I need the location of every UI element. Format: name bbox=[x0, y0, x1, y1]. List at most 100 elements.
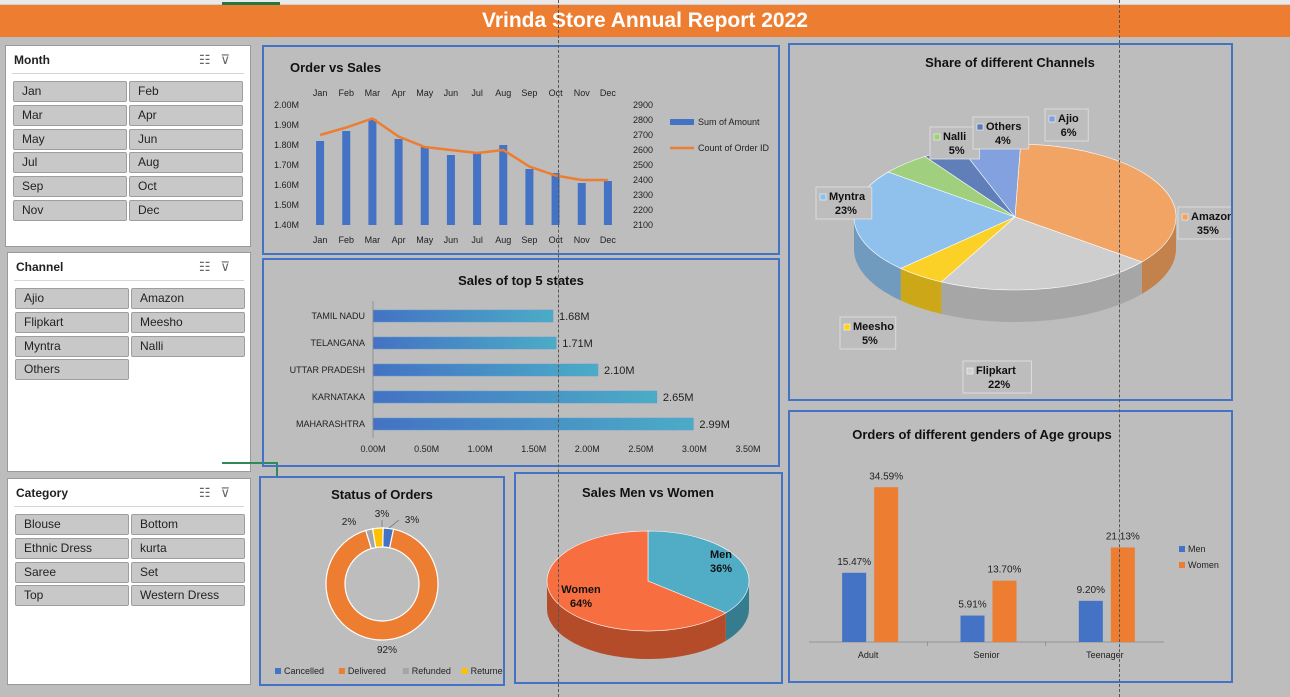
sales-bar bbox=[420, 147, 429, 225]
status-chart: Status of Orders 3% 92% 2% 3% Cancelled Delive… bbox=[275, 487, 508, 676]
slicer-item-meesho[interactable]: Meesho bbox=[131, 311, 245, 333]
slicer-item-saree[interactable]: Saree bbox=[15, 561, 129, 583]
legend-label-delivered: Delivered bbox=[348, 666, 386, 676]
slicer-item-jul[interactable]: Jul bbox=[13, 152, 127, 174]
pie-slice-amazon bbox=[1014, 143, 1177, 263]
x-top-tick-label: Dec bbox=[600, 88, 617, 98]
sales-bar bbox=[473, 153, 482, 225]
legend-label-women: Women bbox=[1188, 560, 1219, 570]
men-name-label: Men bbox=[710, 549, 732, 561]
y-right-tick-label: 2500 bbox=[633, 160, 653, 170]
y-right-tick-label: 2800 bbox=[633, 115, 653, 125]
pie-side-men bbox=[725, 581, 749, 641]
gender-panel: Sales Men vs Women Men 36% Women 64% bbox=[514, 472, 783, 684]
data-label-box bbox=[962, 360, 1032, 394]
women-bar bbox=[992, 580, 1017, 642]
slicer-item-jan[interactable]: Jan bbox=[13, 81, 127, 102]
state-value-label: 2.10M bbox=[604, 365, 635, 377]
channel-slicer: Channel ☷⊽ Ajio Amazon Flipkart Meesho Myntra N… bbox=[7, 252, 251, 472]
channel-name-label: Meesho bbox=[853, 321, 894, 333]
donut-slice-returned bbox=[371, 527, 384, 549]
sales-bar bbox=[499, 145, 508, 225]
slicer-item-bottom[interactable]: Bottom bbox=[131, 514, 245, 535]
y-right-tick-label: 2200 bbox=[633, 205, 653, 215]
legend-swatch-sum bbox=[670, 119, 694, 125]
multi-select-icon[interactable]: ☷ bbox=[198, 485, 221, 500]
data-label-swatch bbox=[843, 323, 851, 331]
x-tick-label: 3.00M bbox=[682, 444, 707, 454]
clear-filter-icon[interactable]: ⊽ bbox=[220, 52, 240, 67]
state-bar bbox=[372, 390, 658, 404]
slicer-divider bbox=[12, 73, 244, 74]
slicer-item-set[interactable]: Set bbox=[131, 561, 245, 583]
slicer-item-may[interactable]: May bbox=[13, 128, 127, 150]
legend-label-sum: Sum of Amount bbox=[698, 117, 760, 127]
selection-connector bbox=[222, 462, 278, 478]
men-value-label: 5.91% bbox=[958, 600, 986, 611]
women-bar bbox=[874, 487, 899, 642]
men-value-label: 15.47% bbox=[837, 557, 871, 568]
donut-pct-label: 92% bbox=[377, 645, 397, 656]
channels-chart: Share of different Channels Ajio 6% Amazon 3… bbox=[815, 55, 1235, 394]
clear-filter-icon[interactable]: ⊽ bbox=[220, 259, 240, 274]
data-label-box bbox=[815, 186, 873, 220]
slicer-item-flipkart[interactable]: Flipkart bbox=[15, 311, 129, 333]
data-label-swatch bbox=[933, 133, 941, 141]
slicer-item-others[interactable]: Others bbox=[15, 359, 129, 381]
slicer-item-mar[interactable]: Mar bbox=[13, 104, 127, 126]
slicer-item-kurta[interactable]: kurta bbox=[131, 537, 245, 559]
slicer-item-ajio[interactable]: Ajio bbox=[15, 288, 129, 309]
slicer-toolbar: ☷⊽ bbox=[199, 52, 240, 68]
slicer-item-top[interactable]: Top bbox=[15, 585, 129, 607]
top-states-chart: Sales of top 5 states TAMIL NADU 1.68M TELA… bbox=[290, 273, 761, 454]
slicer-item-sep[interactable]: Sep bbox=[13, 176, 127, 198]
slicer-item-blouse[interactable]: Blouse bbox=[15, 514, 129, 535]
x-tick-label: Senior bbox=[973, 650, 999, 660]
y-right-tick-label: 2700 bbox=[633, 130, 653, 140]
channel-name-label: Amazon bbox=[1191, 211, 1231, 223]
slicer-item-nalli[interactable]: Nalli bbox=[131, 335, 245, 357]
slicer-item-amazon[interactable]: Amazon bbox=[131, 288, 245, 309]
clear-filter-icon[interactable]: ⊽ bbox=[220, 485, 240, 500]
state-label: KARNATAKA bbox=[312, 392, 365, 402]
x-tick-label: 2.00M bbox=[575, 444, 600, 454]
sheet-grid-strip bbox=[0, 0, 1290, 5]
chart-title: Order vs Sales bbox=[290, 60, 381, 75]
y-right-tick-label: 2600 bbox=[633, 145, 653, 155]
data-label-swatch bbox=[1048, 115, 1056, 123]
slicer-item-aug[interactable]: Aug bbox=[129, 152, 243, 174]
sales-bar bbox=[368, 119, 377, 225]
multi-select-icon[interactable]: ☷ bbox=[198, 259, 221, 274]
x-top-tick-label: Aug bbox=[495, 88, 511, 98]
slicer-item-myntra[interactable]: Myntra bbox=[15, 335, 129, 357]
report-title: Vrinda Store Annual Report 2022 bbox=[0, 5, 1290, 37]
channel-pct-label: 6% bbox=[1061, 127, 1077, 139]
channels-panel: Share of different Channels Ajio 6% Amazon 3… bbox=[788, 43, 1235, 401]
status-panel: Status of Orders 3% 92% 2% 3% Cancelled Delive… bbox=[259, 476, 508, 686]
slicer-item-dec[interactable]: Dec bbox=[129, 200, 243, 221]
slicer-item-nov[interactable]: Nov bbox=[13, 200, 127, 221]
sales-bar bbox=[603, 181, 612, 225]
month-slicer-header: Month bbox=[14, 53, 50, 67]
pie-slice-women bbox=[546, 530, 727, 632]
chart-title: Orders of different genders of Age group… bbox=[852, 427, 1112, 442]
slicer-toolbar: ☷⊽ bbox=[199, 485, 240, 501]
slicer-item-apr[interactable]: Apr bbox=[129, 104, 243, 126]
slicer-divider bbox=[14, 506, 244, 507]
women-value-label: 13.70% bbox=[988, 565, 1022, 576]
slicer-item-ethnic-dress[interactable]: Ethnic Dress bbox=[15, 537, 129, 559]
men-bar bbox=[1078, 600, 1103, 642]
slicer-item-western-dress[interactable]: Western Dress bbox=[131, 585, 245, 607]
y-right-tick-label: 2100 bbox=[633, 220, 653, 230]
pie-slice-myntra bbox=[853, 171, 1016, 269]
gender-chart: Sales Men vs Women Men 36% Women 64% bbox=[546, 485, 750, 659]
order-vs-sales-chart: Order vs Sales 2.00M 1.90M 1.80M 1.70M 1.60M 1… bbox=[274, 60, 770, 245]
slicer-item-feb[interactable]: Feb bbox=[129, 81, 243, 102]
chart-title: Sales Men vs Women bbox=[582, 485, 714, 500]
channel-name-label: Others bbox=[986, 121, 1021, 133]
slicer-item-jun[interactable]: Jun bbox=[129, 128, 243, 150]
y-left-tick-label: 1.90M bbox=[274, 120, 299, 130]
state-label: TELANGANA bbox=[310, 338, 365, 348]
slicer-item-oct[interactable]: Oct bbox=[129, 176, 243, 198]
multi-select-icon[interactable]: ☷ bbox=[198, 52, 221, 67]
